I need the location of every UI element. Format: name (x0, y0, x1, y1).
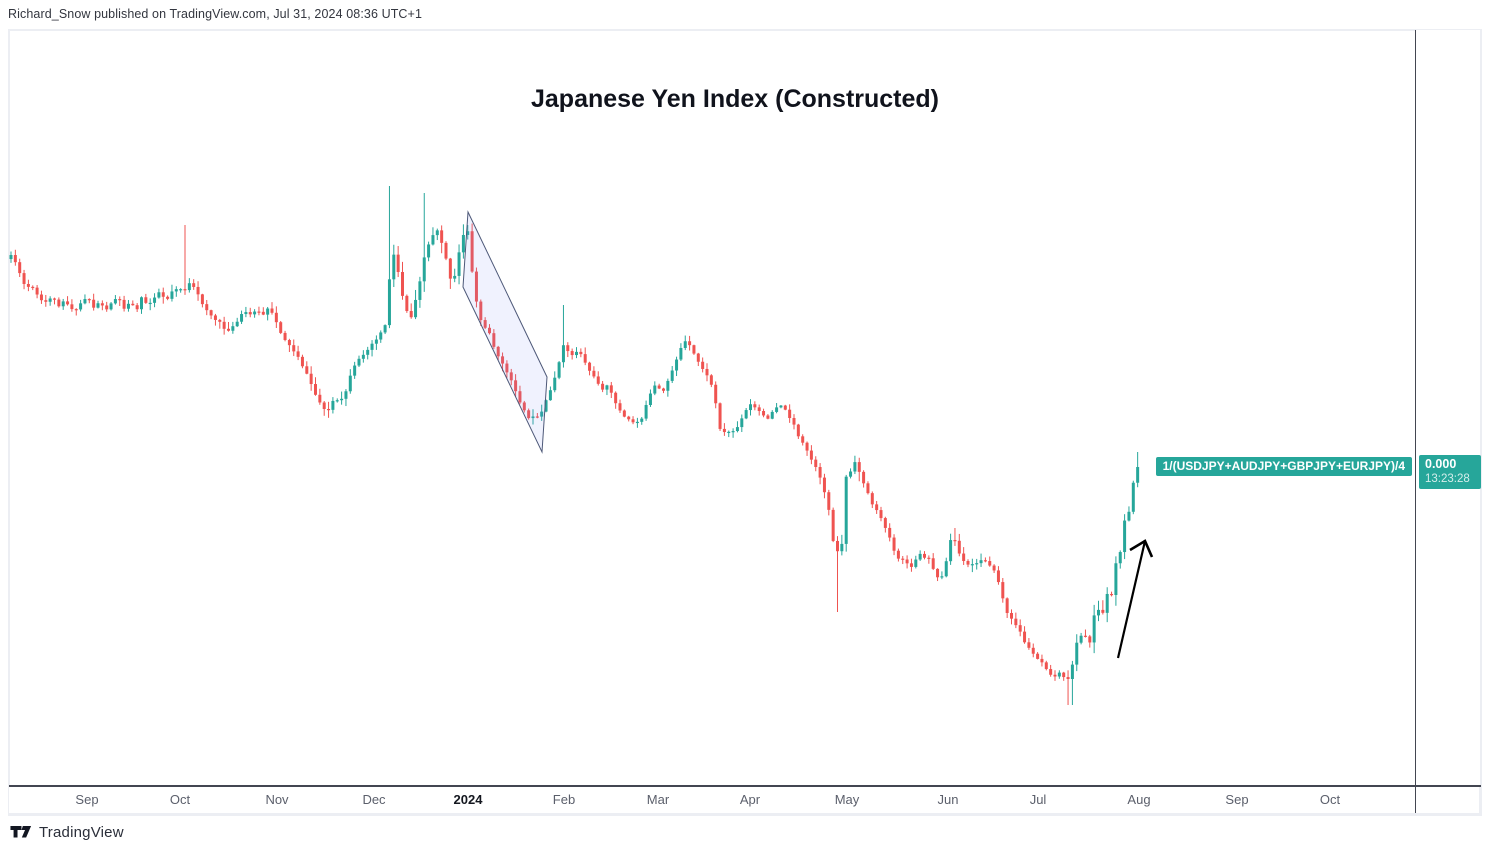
time-axis-label: Jun (937, 791, 959, 807)
time-axis-label: Aug (1127, 791, 1151, 807)
bar-close-countdown: 13:23:28 (1425, 473, 1470, 485)
time-axis-label: Apr (739, 791, 761, 807)
tradingview-logo-link[interactable]: TradingView (10, 822, 124, 842)
price-axis-separator-line (1414, 30, 1416, 813)
time-axis-separator-line (9, 785, 1481, 787)
time-axis-label: 2024 (453, 791, 483, 807)
price-axis[interactable] (1416, 30, 1480, 785)
widget-border-left (8, 29, 10, 815)
time-axis-label: Mar (646, 791, 670, 807)
time-axis-label: May (834, 791, 860, 807)
tradingview-icon (10, 826, 32, 838)
page-title: Japanese Yen Index (Constructed) (531, 85, 939, 113)
last-price-value: 0.000 (1425, 457, 1457, 471)
time-axis[interactable]: Sep Oct Nov Dec 2024 Feb Mar Apr May Jun Jul Aug Sep… (9, 786, 1415, 813)
time-axis-label: Sep (75, 791, 99, 807)
time-axis-label: Jul (1029, 791, 1047, 807)
time-axis-label: Feb (552, 791, 576, 807)
time-axis-label: Oct (1319, 791, 1341, 807)
time-axis-label: Sep (1225, 791, 1249, 807)
time-axis-label: Oct (169, 791, 191, 807)
time-axis-label: Dec (362, 791, 386, 807)
last-price-label: 0.000 13:23:28 (1419, 455, 1481, 489)
widget-border-bottom (8, 813, 1482, 816)
attribution-text: Richard_Snow published on TradingView.co… (8, 7, 423, 21)
tradingview-brand-text: TradingView (39, 823, 124, 841)
widget-border-right (1479, 29, 1482, 815)
time-axis-label: Nov (265, 791, 289, 807)
series-formula-label: 1/(USDJPY+AUDJPY+GBPJPY+EURJPY)/4 (1155, 457, 1412, 476)
widget-border-top (8, 29, 1482, 31)
